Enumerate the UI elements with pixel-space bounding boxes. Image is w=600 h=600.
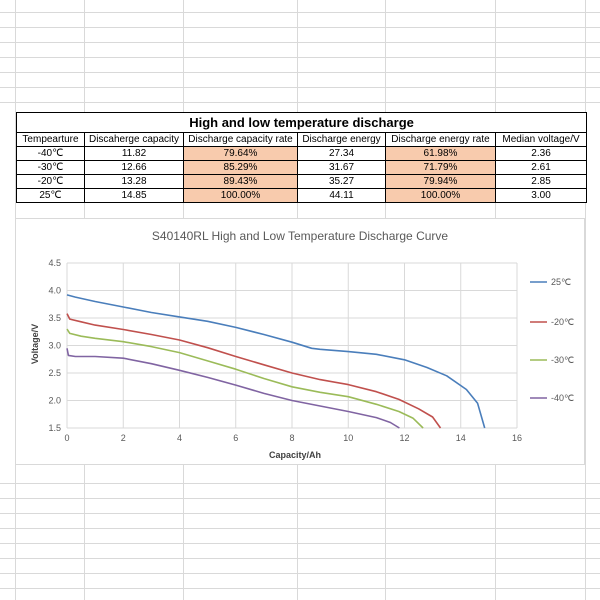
table-cell: 61.98% <box>385 146 496 161</box>
table-cell: 3.00 <box>494 188 588 203</box>
table-cell: 2.85 <box>494 174 588 189</box>
series-line <box>66 328 424 429</box>
y-tick-label: 2.0 <box>48 396 61 406</box>
table-cell: 11.82 <box>84 146 184 161</box>
y-tick-label: 3.0 <box>48 341 61 351</box>
table-title: High and low temperature discharge <box>15 112 588 133</box>
x-tick-label: 14 <box>456 433 466 443</box>
table-cell: 25℃ <box>16 188 85 203</box>
table-cell: 100.00% <box>385 188 496 203</box>
grid <box>66 262 518 429</box>
table-cell: -20℃ <box>16 174 85 189</box>
table-cell: 85.29% <box>183 160 298 175</box>
legend-label: -40℃ <box>551 393 574 403</box>
table-row: -30℃ 12.66 85.29% 31.67 71.79% 2.61 <box>16 160 588 175</box>
y-tick-label: 4.5 <box>48 258 61 268</box>
legend-label: -30℃ <box>551 355 574 365</box>
chart-area: S40140RL High and Low Temperature Discha… <box>15 218 585 465</box>
table-cell: 79.94% <box>385 174 496 189</box>
table-cell: 35.27 <box>297 174 386 189</box>
series-line <box>66 348 400 429</box>
series-lines <box>66 294 486 429</box>
table-row: 25℃ 14.85 100.00% 44.11 100.00% 3.00 <box>16 188 588 203</box>
table-header-row: Tempearture Discaherge capacity Discharge … <box>16 132 588 147</box>
table-cell: 13.28 <box>84 174 184 189</box>
x-tick-label: 0 <box>64 433 69 443</box>
table-cell: 31.67 <box>297 160 386 175</box>
table-header-cell: Median voltage/V <box>494 132 588 147</box>
x-tick-label: 16 <box>512 433 522 443</box>
table-row: -20℃ 13.28 89.43% 35.27 79.94% 2.85 <box>16 174 588 189</box>
table-cell: 12.66 <box>84 160 184 175</box>
x-tick-label: 6 <box>233 433 238 443</box>
table-cell: 2.61 <box>494 160 588 175</box>
chart-title: S40140RL High and Low Temperature Discha… <box>152 229 448 243</box>
table-cell: 89.43% <box>183 174 298 189</box>
table-header-cell: Tempearture <box>16 132 85 147</box>
table-cell: 71.79% <box>385 160 496 175</box>
table-header-cell: Discharge energy <box>297 132 386 147</box>
discharge-table-container: High and low temperature discharge Tempe… <box>15 112 588 203</box>
x-tick-label: 2 <box>121 433 126 443</box>
y-tick-label: 2.5 <box>48 368 61 378</box>
y-tick-label: 1.5 <box>48 423 61 433</box>
x-axis-label: Capacity/Ah <box>269 450 321 460</box>
legend-label: 25℃ <box>551 277 571 287</box>
table-cell: -40℃ <box>16 146 85 161</box>
table-header-cell: Discaherge capacity <box>84 132 184 147</box>
table-cell: 79.64% <box>183 146 298 161</box>
legend-label: -20℃ <box>551 317 574 327</box>
x-tick-label: 12 <box>399 433 409 443</box>
series-line <box>66 313 442 429</box>
y-tick-label: 3.5 <box>48 313 61 323</box>
x-tick-label: 4 <box>177 433 182 443</box>
table-cell: 100.00% <box>183 188 298 203</box>
discharge-curve-chart: S40140RL High and Low Temperature Discha… <box>30 229 574 460</box>
y-tick-label: 4.0 <box>48 286 61 296</box>
x-tick-label: 10 <box>343 433 353 443</box>
table-header-cell: Discharge energy rate <box>385 132 496 147</box>
table-row: -40℃ 11.82 79.64% 27.34 61.98% 2.36 <box>16 146 588 161</box>
tick-labels: 0 2 4 6 8 10 12 14 16 1.5 2.0 2.5 3.0 3.5 4.0 4.5 <box>48 258 522 443</box>
table-cell: 27.34 <box>297 146 386 161</box>
y-axis-label: Voltage/V <box>30 324 40 364</box>
table-cell: -30℃ <box>16 160 85 175</box>
x-tick-label: 8 <box>289 433 294 443</box>
table-cell: 14.85 <box>84 188 184 203</box>
series-line <box>66 294 486 429</box>
table-cell: 2.36 <box>494 146 588 161</box>
legend: 25℃ -20℃ -30℃ -40℃ <box>530 277 574 403</box>
discharge-table: High and low temperature discharge Tempe… <box>15 112 588 203</box>
table-cell: 44.11 <box>297 188 386 203</box>
table-header-cell: Discharge capacity rate <box>183 132 298 147</box>
